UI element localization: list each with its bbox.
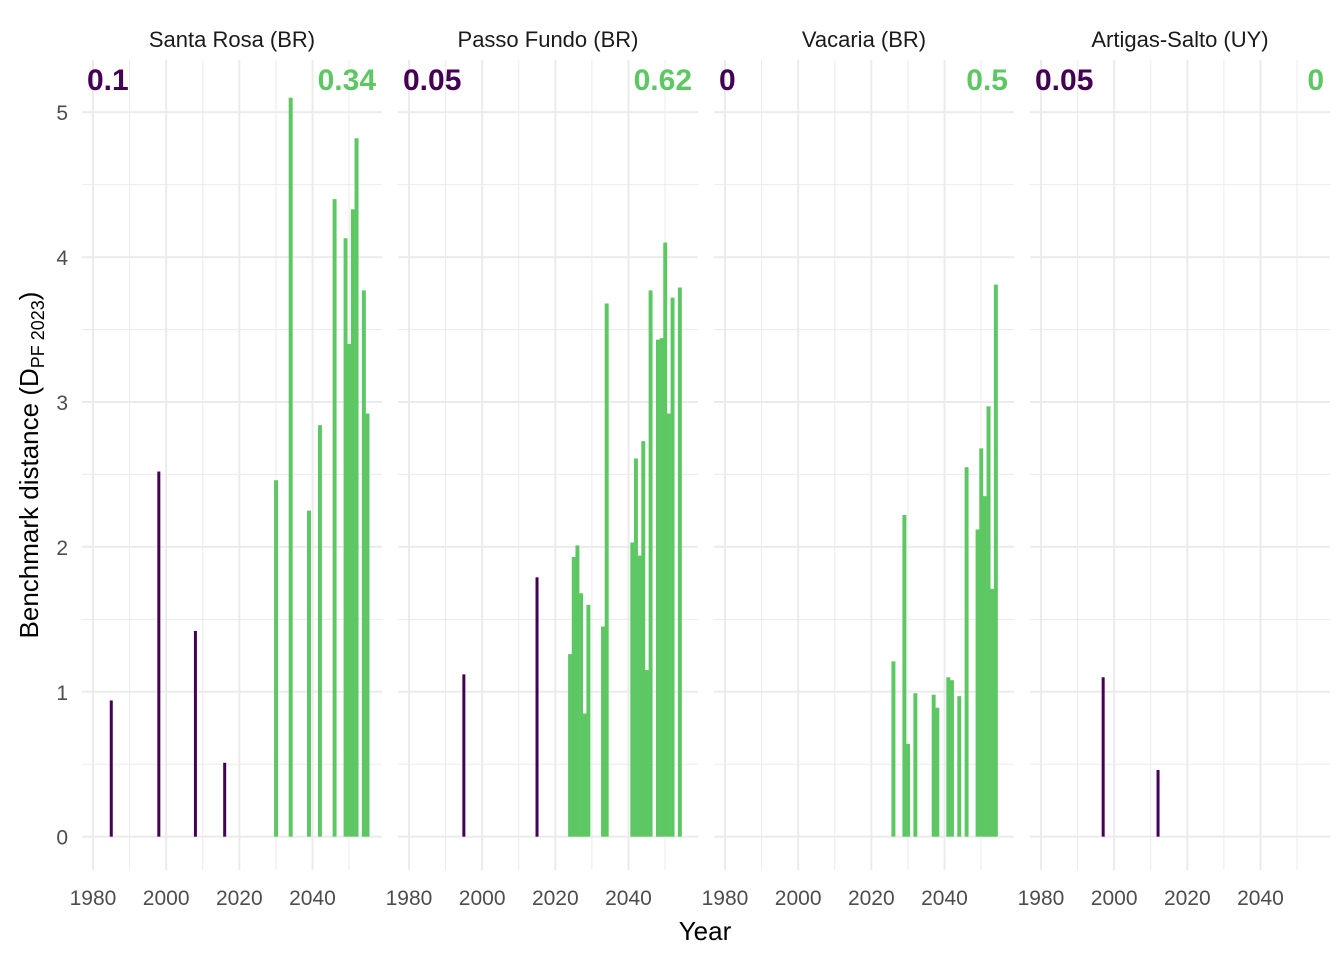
bar-after: [332, 199, 337, 837]
bar-after: [644, 670, 649, 837]
bar-after: [571, 557, 576, 837]
bar-after: [307, 510, 311, 837]
bar-before: [109, 700, 113, 837]
left-value-label: 0.05: [403, 64, 461, 97]
bar-after: [913, 693, 918, 837]
bar-after: [274, 480, 279, 837]
y-tick-label: 3: [56, 392, 68, 415]
facet-title: Santa Rosa (BR): [149, 27, 315, 52]
y-tick-label: 4: [56, 247, 68, 270]
left-value-label: 0.05: [1035, 64, 1093, 97]
facet-panel: Santa Rosa (BR) 0.1 0.34 1980 2000 2020 2040: [70, 27, 382, 910]
bar-before: [1156, 770, 1160, 837]
right-value-label: 0.62: [634, 64, 692, 97]
x-tick-label: 1980: [702, 887, 749, 910]
bar-after: [365, 413, 370, 837]
y-tick-label: 1: [56, 682, 68, 705]
x-tick-label: 2040: [1237, 887, 1284, 910]
bar-after: [931, 694, 936, 837]
y-axis-label: Benchmark distance (DPF 2023): [14, 292, 48, 639]
facet-panel: Artigas-Salto (UY) 0.05 0 1980 2000 2020 2040: [1018, 27, 1330, 910]
facet-panel: Vacaria (BR) 0 0.5 1980 2000 2020 2040: [702, 27, 1014, 910]
bar-after: [975, 529, 980, 837]
x-tick-label: 2040: [921, 887, 968, 910]
y-tick-label: 2: [56, 537, 68, 560]
bar-after: [648, 290, 653, 837]
bar-after: [361, 290, 366, 837]
x-tick-label: 2040: [289, 887, 336, 910]
bar-after: [582, 713, 587, 837]
x-tick-label: 2020: [1164, 887, 1211, 910]
right-value-label: 0: [1307, 64, 1324, 97]
bar-after: [979, 448, 984, 837]
left-value-label: 0: [719, 64, 736, 97]
bar-before: [193, 630, 197, 837]
facet-panel: Passo Fundo (BR) 0.05 0.62 1980 2000 2020 2040: [386, 27, 698, 910]
bar-after: [677, 287, 682, 837]
bar-before: [462, 674, 466, 837]
bar-after: [993, 284, 998, 837]
bar-after: [568, 654, 573, 837]
x-tick-label: 2040: [605, 887, 652, 910]
bar-after: [906, 743, 911, 837]
bar-after: [935, 707, 940, 837]
bar-after: [637, 555, 642, 837]
y-tick-label: 5: [56, 102, 68, 125]
bar-after: [604, 303, 609, 837]
bar-before: [157, 471, 161, 837]
bar-after: [986, 406, 991, 837]
x-tick-label: 1980: [70, 887, 117, 910]
bar-after: [957, 696, 962, 837]
x-tick-label: 2000: [459, 887, 506, 910]
bar-after: [288, 97, 293, 837]
bar-after: [630, 542, 635, 837]
facet-title: Passo Fundo (BR): [458, 27, 639, 52]
facet-title: Vacaria (BR): [802, 27, 926, 52]
bar-after: [343, 238, 348, 837]
x-tick-label: 2020: [532, 887, 579, 910]
bar-after: [586, 604, 591, 837]
x-tick-label: 2000: [775, 887, 822, 910]
bar-before: [1101, 677, 1105, 837]
facet-title: Artigas-Salto (UY): [1091, 27, 1268, 52]
bar-after: [655, 339, 660, 837]
x-tick-label: 1980: [1018, 887, 1065, 910]
bar-after: [633, 458, 638, 837]
bar-after: [663, 242, 668, 837]
x-axis-label: Year: [679, 916, 732, 946]
bar-after: [949, 680, 954, 837]
bar-after: [659, 338, 664, 837]
bar-before: [535, 577, 539, 837]
bar-after: [601, 626, 606, 837]
bar-after: [350, 209, 355, 837]
bar-after: [670, 297, 675, 837]
bar-after: [575, 545, 580, 837]
x-tick-label: 2020: [848, 887, 895, 910]
x-tick-label: 1980: [386, 887, 433, 910]
bar-after: [317, 425, 322, 837]
right-value-label: 0.5: [966, 64, 1008, 97]
bar-after: [666, 413, 671, 837]
x-tick-label: 2000: [1091, 887, 1138, 910]
y-tick-label: 0: [56, 827, 68, 850]
bar-after: [946, 677, 951, 837]
bar-after: [902, 514, 907, 837]
bar-after: [990, 588, 995, 837]
bar-after: [579, 593, 584, 837]
right-value-label: 0.34: [318, 64, 377, 97]
bar-after: [891, 661, 896, 837]
bar-after: [347, 344, 352, 837]
bar-after: [641, 441, 646, 837]
bar-after: [354, 138, 359, 837]
bar-after: [982, 496, 987, 837]
bar-after: [964, 467, 969, 837]
x-tick-label: 2000: [143, 887, 190, 910]
bar-before: [223, 762, 227, 837]
left-value-label: 0.1: [87, 64, 129, 97]
x-tick-label: 2020: [216, 887, 263, 910]
